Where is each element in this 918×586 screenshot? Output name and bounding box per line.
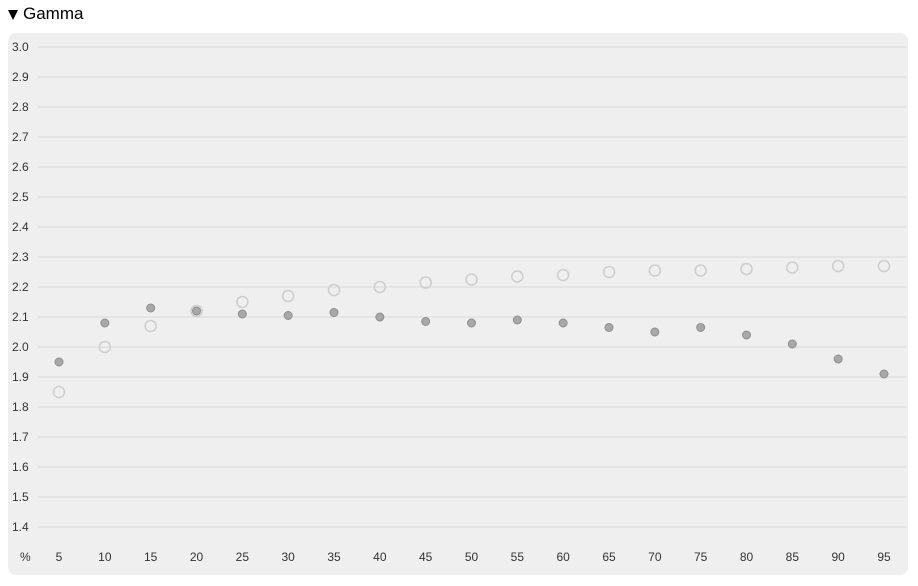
x-tick-label: 15 [144,550,158,564]
x-tick-label: 60 [556,550,570,564]
filled-data-point [833,354,843,364]
hollow-data-point [144,319,157,333]
filled-data-point [192,306,201,316]
filled-data-point [650,327,660,337]
hollow-data-point [327,283,341,297]
y-tick-label: 1.4 [12,520,29,534]
hollow-data-point [511,270,524,283]
hollow-data-point [190,304,203,318]
filled-data-point [696,323,706,332]
x-tick-label: 90 [831,550,845,564]
y-tick-label: 1.9 [12,370,29,384]
gamma-chart-panel: 1.4 1.5 1.6 1.7 1.8 1.9 2.0 2.1 2.2 2.3 2.4 2.5 2.6 2… [8,33,908,575]
hollow-data-point [465,273,478,286]
section-title: Gamma [23,4,84,23]
hollow-data-point [281,289,295,303]
x-tick-label: 80 [740,550,754,564]
x-tick-label: 45 [419,550,433,564]
filled-data-point [283,311,293,320]
y-tick-label: 2.7 [12,130,29,144]
filled-data-point [146,303,156,313]
x-tick-label: 5 [56,550,63,564]
x-tick-label: 50 [465,550,479,564]
filled-data-point [467,318,476,328]
hollow-data-point [52,385,66,399]
filled-data-point [54,357,64,367]
hollow-data-point [98,340,112,354]
x-tick-label: 40 [373,550,387,564]
hollow-data-point [556,268,570,282]
x-tick-label: 55 [511,550,525,564]
y-tick-label: 2.3 [12,250,29,264]
y-tick-label: 3.0 [12,40,29,54]
filled-data-point [604,323,614,332]
filled-data-point [742,330,751,340]
data-points [52,259,891,399]
filled-data-point [237,309,247,319]
x-tick-label: 85 [786,550,800,564]
gamma-scatter-chart: 1.4 1.5 1.6 1.7 1.8 1.9 2.0 2.1 2.2 2.3 2.4 2.5 2.6 2… [12,40,906,564]
x-tick-label: 20 [190,550,204,564]
x-tick-label: 30 [281,550,295,564]
y-tick-label: 1.5 [12,490,29,504]
x-axis-label: % [20,550,31,564]
hollow-data-point [740,262,753,276]
hollow-data-point [877,259,891,273]
hollow-data-point [236,295,249,309]
y-tick-label: 1.6 [12,460,29,474]
hollow-data-point [373,280,387,294]
y-axis: 1.4 1.5 1.6 1.7 1.8 1.9 2.0 2.1 2.2 2.3 2.4 2.5 2.6 2… [12,40,29,534]
y-tick-label: 1.8 [12,400,29,414]
hollow-data-point [419,276,432,289]
filled-data-point [421,317,431,326]
x-tick-label: 35 [327,550,341,564]
x-tick-label: 75 [694,550,708,564]
y-tick-label: 2.9 [12,70,29,84]
filled-data-point [329,308,339,317]
y-tick-label: 2.8 [12,100,29,114]
filled-data-point [879,369,889,379]
y-tick-label: 2.6 [12,160,29,174]
x-tick-label: 95 [877,550,891,564]
y-tick-label: 2.0 [12,340,29,354]
y-tick-label: 2.5 [12,190,29,204]
y-tick-label: 1.7 [12,430,29,444]
disclosure-triangle-icon [8,9,18,20]
hollow-data-point [694,264,707,277]
section-toggle[interactable]: Gamma [8,3,83,25]
filled-data-point [512,315,522,325]
x-tick-label: 25 [236,550,250,564]
hollow-data-point [786,261,799,274]
filled-data-point [100,318,110,328]
filled-data-point [787,339,797,349]
filled-data-point [375,312,385,322]
hollow-data-point [831,259,845,273]
y-tick-label: 2.2 [12,280,29,294]
hollow-data-point [602,265,616,279]
x-axis: % 5 10 15 20 25 30 35 40 45 50 55 60 65 70 75 80 85 90 95 [20,550,891,564]
x-tick-label: 70 [648,550,662,564]
hollow-data-point [648,264,662,277]
filled-data-point [558,318,568,328]
y-tick-label: 2.4 [12,220,29,234]
x-tick-label: 10 [98,550,112,564]
x-tick-label: 65 [602,550,616,564]
y-tick-label: 2.1 [12,310,29,324]
grid-lines [38,46,906,528]
